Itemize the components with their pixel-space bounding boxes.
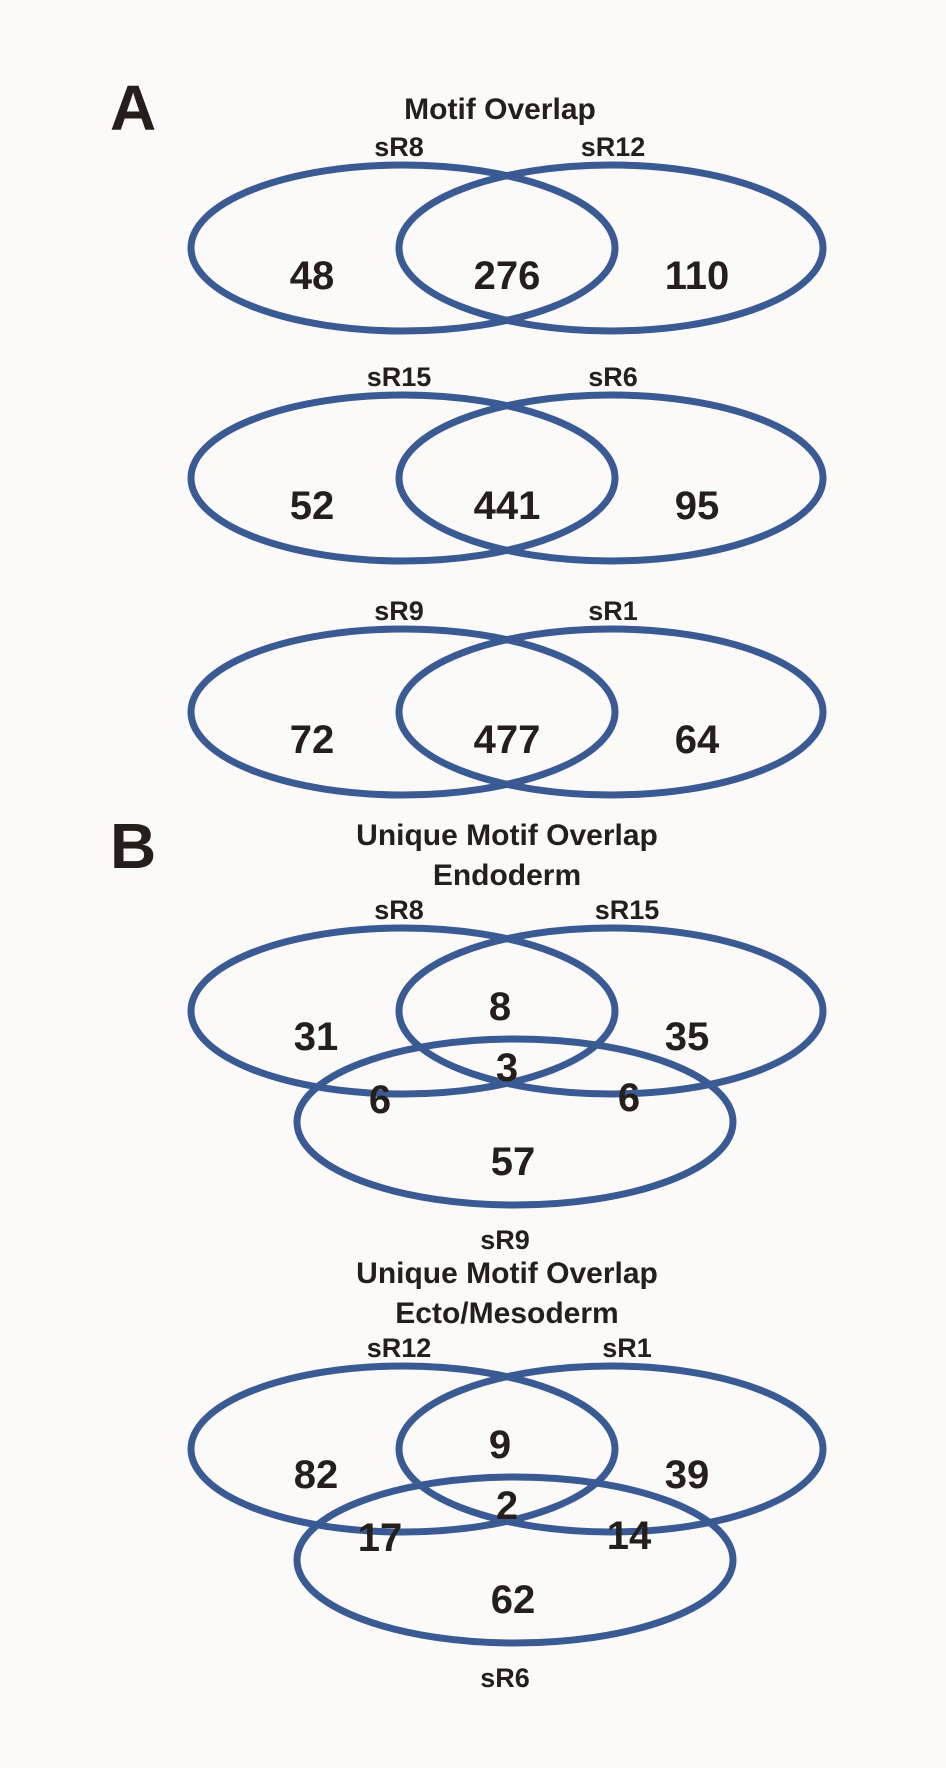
venn-ellipse-right bbox=[395, 391, 827, 565]
venn-region-value-overlap: 441 bbox=[474, 484, 541, 528]
venn-title-line1: Unique Motif Overlap bbox=[356, 1257, 658, 1290]
venn-title-line2: Endoderm bbox=[433, 859, 581, 892]
venn-ellipse-bottom bbox=[293, 1473, 737, 1647]
venn-set-label-bottom: sR6 bbox=[480, 1663, 530, 1693]
venn-region-value-overlap: 276 bbox=[474, 254, 541, 298]
venn-set-label-top-left: sR8 bbox=[374, 895, 424, 925]
venn-region-value-right: 110 bbox=[665, 254, 730, 298]
venn-region-value-bottom: 62 bbox=[491, 1578, 536, 1622]
venn-ellipse-left bbox=[187, 625, 619, 799]
venn-region-value-center: 3 bbox=[496, 1046, 518, 1090]
venn-region-value-left: 48 bbox=[290, 254, 335, 298]
venn-set-label-right: sR12 bbox=[581, 132, 646, 162]
venn-region-value-top-left: 31 bbox=[294, 1015, 339, 1059]
venn-region-value-top-right: 35 bbox=[665, 1015, 710, 1059]
venn-region-value-top-left: 82 bbox=[294, 1453, 339, 1497]
venn-region-value-overlap: 477 bbox=[474, 718, 541, 762]
venn-region-value-left: 52 bbox=[290, 484, 335, 528]
venn-ellipse-top-left bbox=[187, 1362, 619, 1536]
venn-region-value-right: 95 bbox=[675, 484, 720, 528]
venn-ellipse-right bbox=[395, 625, 827, 799]
venn-set-label-left: sR8 bbox=[374, 132, 424, 162]
venn-ellipse-right bbox=[395, 161, 827, 335]
venn-region-value-center: 2 bbox=[496, 1484, 518, 1528]
venn-set-label-bottom: sR9 bbox=[480, 1225, 530, 1255]
venn-region-value-right: 64 bbox=[675, 718, 720, 762]
venn-region-value-left: 72 bbox=[290, 718, 335, 762]
venn-region-value-top-overlap: 8 bbox=[489, 985, 511, 1029]
venn-ellipse-left bbox=[187, 391, 619, 565]
venn-set-label-right: sR6 bbox=[588, 362, 638, 392]
venn-set-label-top-right: sR1 bbox=[602, 1333, 652, 1363]
venn-ellipse-top-right bbox=[395, 1362, 827, 1536]
venn-region-value-bottom-left: 17 bbox=[358, 1516, 403, 1560]
panel-a-label: A bbox=[110, 72, 156, 144]
venn-ellipse-bottom bbox=[293, 1035, 737, 1209]
venn-region-value-bottom: 57 bbox=[491, 1140, 536, 1184]
venn-region-value-bottom-left: 6 bbox=[369, 1078, 391, 1122]
venn-set-label-top-right: sR15 bbox=[595, 895, 660, 925]
venn-set-label-right: sR1 bbox=[588, 596, 638, 626]
venn-title-line1: Unique Motif Overlap bbox=[356, 819, 658, 852]
venn-ellipse-top-left bbox=[187, 924, 619, 1098]
venn-region-value-bottom-right: 14 bbox=[607, 1514, 652, 1558]
venn-region-value-top-overlap: 9 bbox=[489, 1423, 511, 1467]
panel-b-label: B bbox=[110, 810, 156, 882]
venn-set-label-top-left: sR12 bbox=[367, 1333, 432, 1363]
venn-region-value-top-right: 39 bbox=[665, 1453, 710, 1497]
venn-ellipse-top-right bbox=[395, 924, 827, 1098]
venn-title-line2: Ecto/Mesoderm bbox=[395, 1297, 618, 1330]
panel-a-title: Motif Overlap bbox=[404, 93, 596, 126]
venn-ellipse-left bbox=[187, 161, 619, 335]
venn-set-label-left: sR9 bbox=[374, 596, 424, 626]
venn-region-value-bottom-right: 6 bbox=[618, 1076, 640, 1120]
venn-set-label-left: sR15 bbox=[367, 362, 432, 392]
